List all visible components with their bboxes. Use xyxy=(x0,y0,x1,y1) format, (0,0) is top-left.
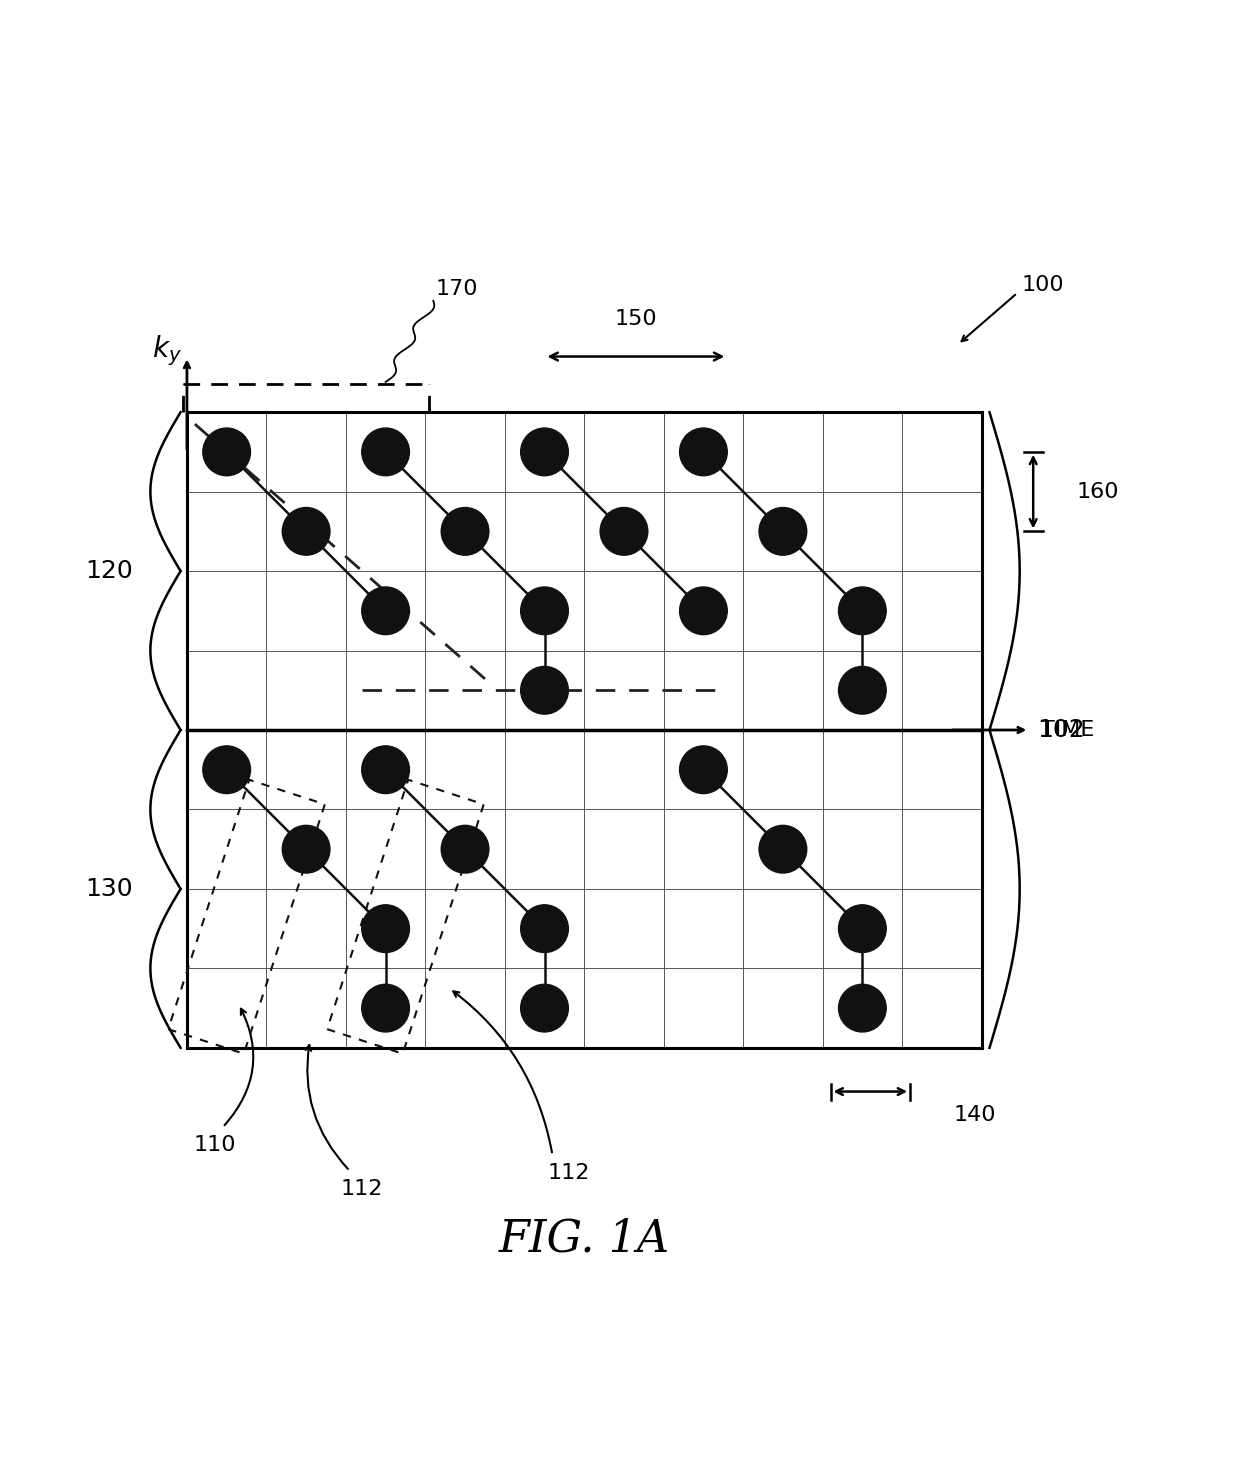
Text: 100: 100 xyxy=(1022,274,1064,295)
Circle shape xyxy=(759,825,807,873)
Text: 140: 140 xyxy=(954,1105,996,1126)
Circle shape xyxy=(362,428,409,476)
Circle shape xyxy=(838,905,887,952)
Circle shape xyxy=(838,587,887,635)
Circle shape xyxy=(362,905,409,952)
Text: TIME: TIME xyxy=(1042,720,1095,740)
Circle shape xyxy=(203,428,250,476)
Circle shape xyxy=(362,746,409,794)
Text: FIG. 1A: FIG. 1A xyxy=(498,1218,670,1260)
Text: 110: 110 xyxy=(193,1136,236,1155)
Text: 102: 102 xyxy=(1037,718,1085,742)
Circle shape xyxy=(441,825,489,873)
Circle shape xyxy=(283,508,330,555)
Circle shape xyxy=(680,428,728,476)
Circle shape xyxy=(203,746,250,794)
Circle shape xyxy=(521,905,568,952)
Text: $k_y$: $k_y$ xyxy=(153,334,182,368)
Circle shape xyxy=(680,746,728,794)
Text: 150: 150 xyxy=(615,308,657,328)
Circle shape xyxy=(521,428,568,476)
Circle shape xyxy=(521,666,568,714)
Circle shape xyxy=(600,508,647,555)
Circle shape xyxy=(441,508,489,555)
Circle shape xyxy=(521,587,568,635)
Circle shape xyxy=(521,984,568,1032)
Text: 130: 130 xyxy=(86,877,133,901)
Circle shape xyxy=(838,666,887,714)
Circle shape xyxy=(362,587,409,635)
Text: 160: 160 xyxy=(1076,482,1120,502)
Circle shape xyxy=(838,984,887,1032)
Circle shape xyxy=(283,825,330,873)
Circle shape xyxy=(759,508,807,555)
Text: 120: 120 xyxy=(86,559,133,583)
Text: 112: 112 xyxy=(547,1164,589,1183)
Text: 170: 170 xyxy=(435,279,479,299)
Circle shape xyxy=(680,587,728,635)
Circle shape xyxy=(362,984,409,1032)
Text: 112: 112 xyxy=(341,1180,383,1199)
